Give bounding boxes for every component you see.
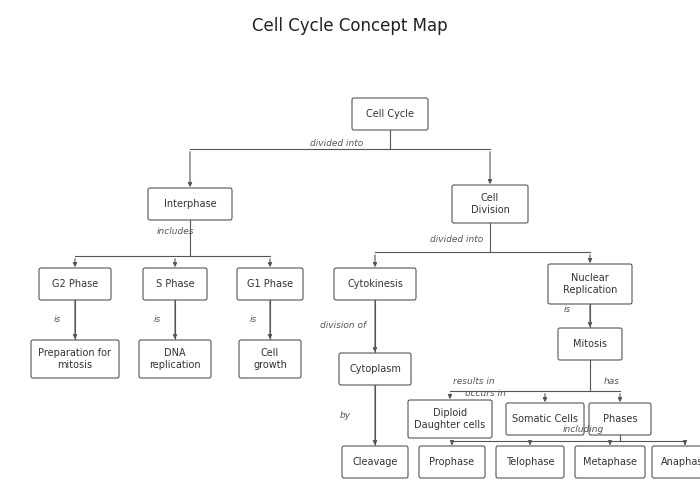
FancyBboxPatch shape [139,340,211,378]
Text: Cell
Division: Cell Division [470,193,510,215]
FancyBboxPatch shape [339,353,411,385]
Text: Nuclear
Replication: Nuclear Replication [563,273,617,295]
Text: is: is [153,314,160,324]
Text: division of: division of [320,322,366,331]
Text: divided into: divided into [430,234,483,243]
Text: results in: results in [453,377,495,387]
Text: G1 Phase: G1 Phase [247,279,293,289]
Text: Interphase: Interphase [164,199,216,209]
Text: Anaphase: Anaphase [661,457,700,467]
FancyBboxPatch shape [31,340,119,378]
FancyBboxPatch shape [148,188,232,220]
FancyBboxPatch shape [143,268,207,300]
Text: S Phase: S Phase [155,279,195,289]
Text: including: including [563,424,604,433]
FancyBboxPatch shape [496,446,564,478]
Text: has: has [604,377,620,387]
Text: Preparation for
mitosis: Preparation for mitosis [38,348,111,370]
FancyBboxPatch shape [452,185,528,223]
Text: by: by [340,411,351,420]
Text: Cell Cycle Concept Map: Cell Cycle Concept Map [252,17,448,35]
Text: Metaphase: Metaphase [583,457,637,467]
FancyBboxPatch shape [408,400,492,438]
Text: Cell Cycle: Cell Cycle [366,109,414,119]
FancyBboxPatch shape [558,328,622,360]
Text: DNA
replication: DNA replication [149,348,201,370]
Text: is: is [249,314,257,324]
Text: Cytokinesis: Cytokinesis [347,279,403,289]
FancyBboxPatch shape [506,403,584,435]
FancyBboxPatch shape [237,268,303,300]
FancyBboxPatch shape [575,446,645,478]
Text: Somatic Cells: Somatic Cells [512,414,578,424]
Text: occurs in: occurs in [465,390,506,399]
Text: Cleavage: Cleavage [352,457,398,467]
FancyBboxPatch shape [352,98,428,130]
FancyBboxPatch shape [39,268,111,300]
FancyBboxPatch shape [589,403,651,435]
Text: Cell
growth: Cell growth [253,348,287,370]
Text: G2 Phase: G2 Phase [52,279,98,289]
Text: Phases: Phases [603,414,637,424]
Text: Telophase: Telophase [505,457,554,467]
Text: Prophase: Prophase [429,457,475,467]
FancyBboxPatch shape [419,446,485,478]
Text: is: is [564,305,570,314]
Text: divided into: divided into [310,140,363,149]
Text: Cytoplasm: Cytoplasm [349,364,401,374]
Text: Mitosis: Mitosis [573,339,607,349]
FancyBboxPatch shape [342,446,408,478]
FancyBboxPatch shape [239,340,301,378]
Text: is: is [53,314,61,324]
Text: Diploid
Daughter cells: Diploid Daughter cells [414,408,486,430]
Text: includes: includes [157,227,195,236]
FancyBboxPatch shape [548,264,632,304]
FancyBboxPatch shape [334,268,416,300]
FancyBboxPatch shape [652,446,700,478]
